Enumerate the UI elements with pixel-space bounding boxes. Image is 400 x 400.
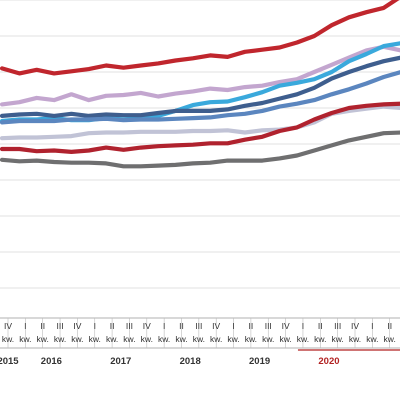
quarter-abbrev: kw. bbox=[384, 334, 396, 344]
quarter-numeral: I bbox=[24, 321, 26, 331]
quarter-abbrev: kw. bbox=[314, 334, 326, 344]
quarter-numeral: II bbox=[318, 321, 323, 331]
quarter-numeral: II bbox=[179, 321, 184, 331]
quarter-abbrev: kw. bbox=[123, 334, 135, 344]
quarter-abbrev: kw. bbox=[297, 334, 309, 344]
quarter-numeral: I bbox=[371, 321, 373, 331]
year-label: 2019 bbox=[249, 356, 270, 367]
quarter-numeral: I bbox=[94, 321, 96, 331]
quarter-abbrev: kw. bbox=[210, 334, 222, 344]
quarter-abbrev: kw. bbox=[54, 334, 66, 344]
quarter-abbrev: kw. bbox=[227, 334, 239, 344]
quarter-abbrev: kw. bbox=[245, 334, 257, 344]
quarter-abbrev: kw. bbox=[175, 334, 187, 344]
quarter-numeral: IV bbox=[212, 321, 220, 331]
series-line-2 bbox=[0, 44, 400, 107]
quarter-abbrev: kw. bbox=[37, 334, 49, 344]
quarter-abbrev: kw. bbox=[89, 334, 101, 344]
quarter-axis: IVkw.Ikw.IIkw.IIIkw.IVkw.Ikw.IIkw.IIIkw.… bbox=[0, 317, 400, 349]
quarter-numeral: I bbox=[302, 321, 304, 331]
quarter-abbrev: kw. bbox=[19, 334, 31, 344]
quarter-numeral: II bbox=[110, 321, 115, 331]
quarter-numeral: I bbox=[163, 321, 165, 331]
series-line-1 bbox=[0, 0, 400, 76]
year-label: 2015 bbox=[0, 356, 19, 367]
year-label: 2020 bbox=[318, 356, 339, 367]
quarter-abbrev: kw. bbox=[349, 334, 361, 344]
year-labels: 2015 2016 2017 2018 2019 2020 bbox=[0, 349, 400, 367]
quarter-numeral: III bbox=[334, 321, 341, 331]
quarter-abbrev: kw. bbox=[193, 334, 205, 344]
series-group bbox=[0, 0, 400, 169]
quarter-abbrev: kw. bbox=[158, 334, 170, 344]
quarter-numeral: II bbox=[249, 321, 254, 331]
quarter-numeral: III bbox=[126, 321, 133, 331]
quarter-abbrev: kw. bbox=[279, 334, 291, 344]
quarter-numeral: IV bbox=[282, 321, 290, 331]
quarter-numeral: IV bbox=[4, 321, 12, 331]
quarter-abbrev: kw. bbox=[366, 334, 378, 344]
quarter-numeral: II bbox=[387, 321, 392, 331]
year-label: 2016 bbox=[41, 356, 62, 367]
year-label: 2017 bbox=[110, 356, 131, 367]
quarter-numeral: IV bbox=[351, 321, 359, 331]
quarter-abbrev: kw. bbox=[141, 334, 153, 344]
quarter-numeral: IV bbox=[73, 321, 81, 331]
series-line-4 bbox=[0, 55, 400, 119]
quarter-abbrev: kw. bbox=[2, 334, 14, 344]
quarter-numeral: III bbox=[265, 321, 272, 331]
series-line-7 bbox=[0, 101, 400, 154]
year-label: 2018 bbox=[180, 356, 201, 367]
series-line-5 bbox=[0, 70, 400, 125]
quarter-numeral: III bbox=[57, 321, 64, 331]
quarter-abbrev: kw. bbox=[106, 334, 118, 344]
quarter-numeral: IV bbox=[143, 321, 151, 331]
quarter-abbrev: kw. bbox=[332, 334, 344, 344]
quarter-numeral: III bbox=[195, 321, 202, 331]
quarter-numeral: I bbox=[232, 321, 234, 331]
series-line-8 bbox=[0, 130, 400, 169]
quarter-numeral: II bbox=[40, 321, 45, 331]
quarter-abbrev: kw. bbox=[71, 334, 83, 344]
quarter-abbrev: kw. bbox=[262, 334, 274, 344]
